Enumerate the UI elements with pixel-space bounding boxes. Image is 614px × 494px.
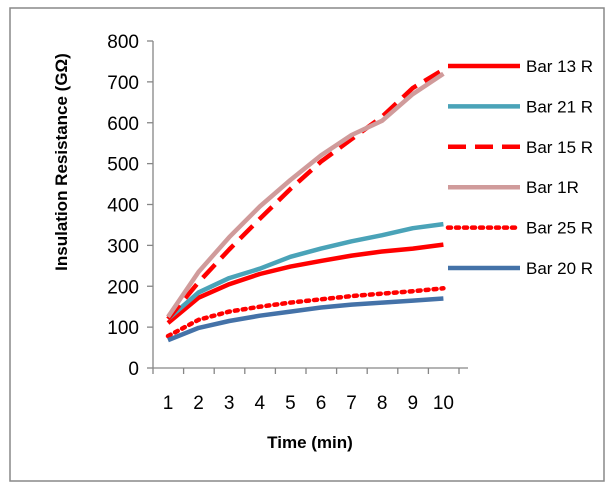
x-tick-label: 4 [255, 393, 266, 414]
legend: Bar 13 R Bar 21 R Bar 15 R Bar 1R Bar 25 R Ba… [445, 57, 593, 278]
series-lines [165, 67, 446, 343]
x-tick-label: 8 [377, 393, 388, 414]
x-tick-label: 10 [433, 393, 454, 414]
x-tick-label: 9 [408, 393, 419, 414]
series-line-3 [166, 71, 445, 319]
y-tick-label: 200 [107, 277, 139, 298]
legend-label-1: Bar 21 R [526, 97, 593, 116]
x-tick-label: 1 [163, 393, 174, 414]
x-axis: 1 2 3 4 5 6 7 8 9 10 [152, 367, 468, 414]
series-line-5 [167, 296, 444, 343]
x-tick-label: 7 [346, 393, 357, 414]
legend-label-3: Bar 1R [526, 178, 579, 197]
y-tick-label: 800 [107, 32, 139, 53]
legend-label-2: Bar 15 R [526, 138, 593, 157]
y-axis-title: Insulation Resistance (GΩ) [52, 53, 71, 271]
series-line-0 [166, 242, 444, 325]
y-tick-label: 0 [128, 359, 139, 380]
series-line-1 [166, 221, 444, 321]
y-tick-label: 400 [107, 196, 139, 217]
x-tick-label: 2 [193, 393, 204, 414]
y-tick-label: 600 [107, 114, 139, 135]
legend-label-5: Bar 20 R [526, 259, 593, 278]
series-line-2 [166, 67, 445, 321]
y-tick-label: 700 [107, 73, 139, 94]
y-tick-label: 100 [107, 318, 139, 339]
x-tick-label: 6 [316, 393, 327, 414]
y-tick-label: 300 [107, 236, 139, 257]
y-axis: 0 100 200 300 400 500 600 700 800 [107, 32, 154, 380]
chart-border [9, 7, 605, 482]
legend-label-0: Bar 13 R [526, 57, 593, 76]
legend-label-4: Bar 25 R [526, 219, 593, 238]
series-line-4 [165, 286, 446, 339]
y-tick-label: 500 [107, 155, 139, 176]
x-tick-label: 3 [224, 393, 235, 414]
x-tick-label: 5 [285, 393, 296, 414]
x-axis-title: Time (min) [267, 433, 353, 452]
